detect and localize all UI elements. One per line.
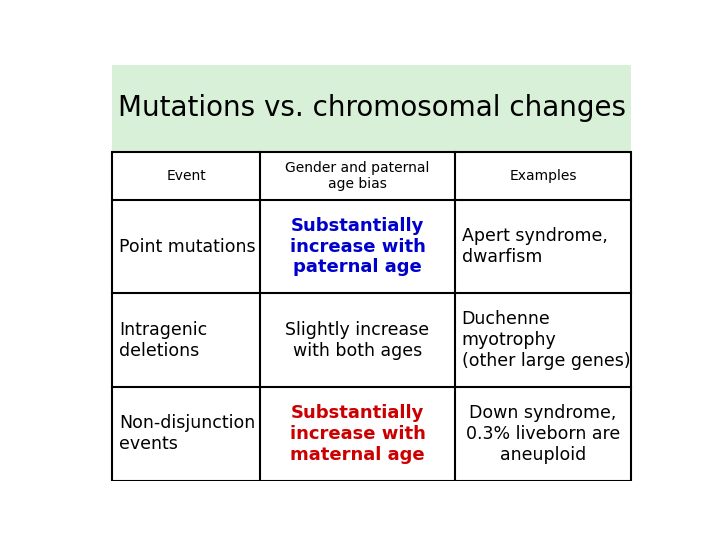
Text: Event: Event <box>166 169 206 183</box>
Text: Examples: Examples <box>509 169 577 183</box>
Text: Gender and paternal
age bias: Gender and paternal age bias <box>285 161 430 191</box>
Text: Slightly increase
with both ages: Slightly increase with both ages <box>285 321 430 360</box>
Bar <box>112 65 631 152</box>
Text: Non-disjunction
events: Non-disjunction events <box>119 414 256 453</box>
Text: Point mutations: Point mutations <box>119 238 256 255</box>
Bar <box>112 152 631 481</box>
Text: Intragenic
deletions: Intragenic deletions <box>119 321 207 360</box>
Text: Apert syndrome,
dwarfism: Apert syndrome, dwarfism <box>462 227 608 266</box>
Text: Substantially
increase with
paternal age: Substantially increase with paternal age <box>289 217 426 276</box>
Text: Duchenne
myotrophy
(other large genes): Duchenne myotrophy (other large genes) <box>462 310 630 370</box>
Text: Mutations vs. chromosomal changes: Mutations vs. chromosomal changes <box>118 94 626 123</box>
Text: Down syndrome,
0.3% liveborn are
aneuploid: Down syndrome, 0.3% liveborn are aneuplo… <box>466 404 620 464</box>
Text: Substantially
increase with
maternal age: Substantially increase with maternal age <box>289 404 426 464</box>
